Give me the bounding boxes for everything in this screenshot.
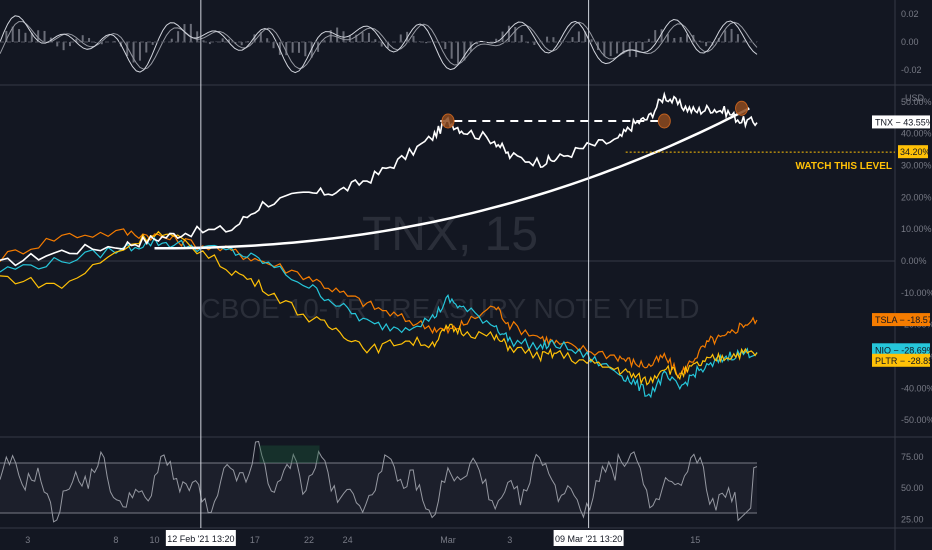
x-tick-label: 17 [250,535,260,545]
x-tick-label: 3 [507,535,512,545]
watch-level-tag-bg [898,145,928,159]
main-tick-label: 30.00% [901,161,932,171]
x-tick-label: Mar [440,535,456,545]
crosshair-date-tag-bg [553,530,624,546]
rsi-tick-label: 75.00 [901,452,924,462]
series-tag-bg-nio [872,343,930,357]
watch-level-annotation: WATCH THIS LEVEL [796,161,892,172]
main-tick-label: 10.00% [901,224,932,234]
series-line-pltr [0,230,758,386]
rsi-line [0,440,758,523]
touch-marker [735,100,749,116]
x-tick-label: 22 [304,535,314,545]
touch-marker [441,113,455,129]
main-tick-label: 20.00% [901,192,932,202]
main-tick-label: 0.00% [901,256,927,266]
series-line-tnx [0,91,758,267]
x-tick-label: 3 [25,535,30,545]
series-tag-bg-tnx [872,115,930,129]
series-tag-nio: NIO − -28.69% [875,345,932,355]
main-tick-label: 50.00% [901,97,932,107]
osc-macd-line [0,15,758,74]
x-tick-label: 8 [113,535,118,545]
main-tick-label: -40.00% [901,383,932,393]
series-tag-bg-pltr [872,353,930,367]
series-tag-tsla: TSLA − -18.57% [875,315,932,325]
osc-tick-label: 0.02 [901,9,919,19]
main-tick-label: -10.00% [901,288,932,298]
osc-tick-label: -0.02 [901,65,922,75]
crosshair-date-tag-bg [165,530,236,546]
x-tick-label: 15 [690,535,700,545]
crosshair-date-tag: 09 Mar '21 13:20 [555,534,622,544]
osc-tick-label: 0.00 [901,37,919,47]
series-tag-pltr: PLTR − -28.85% [875,356,932,366]
main-tick-label: 40.00% [901,129,932,139]
rsi-tick-label: 50.00 [901,483,924,493]
rsi-tick-label: 25.00 [901,514,924,524]
series-tag-tnx: TNX − 43.55% [875,117,932,127]
series-tag-bg-tsla [872,313,930,327]
watermark-name: CBOE 10-YR TREASURY NOTE YIELD [201,293,700,324]
watermark-symbol: TNX, 15 [362,208,538,261]
x-tick-label: 10 [149,535,159,545]
crosshair-date-tag: 12 Feb '21 13:20 [167,534,234,544]
main-tick-label: -50.00% [901,415,932,425]
rsi-band-fill [0,463,757,513]
x-tick-label: 24 [343,535,353,545]
trend-curve [154,107,750,250]
unit-label: USD [905,93,925,103]
rsi-overbought-fill [259,445,320,463]
watch-level-tag: 34.20% [900,147,931,157]
touch-marker [657,113,671,129]
